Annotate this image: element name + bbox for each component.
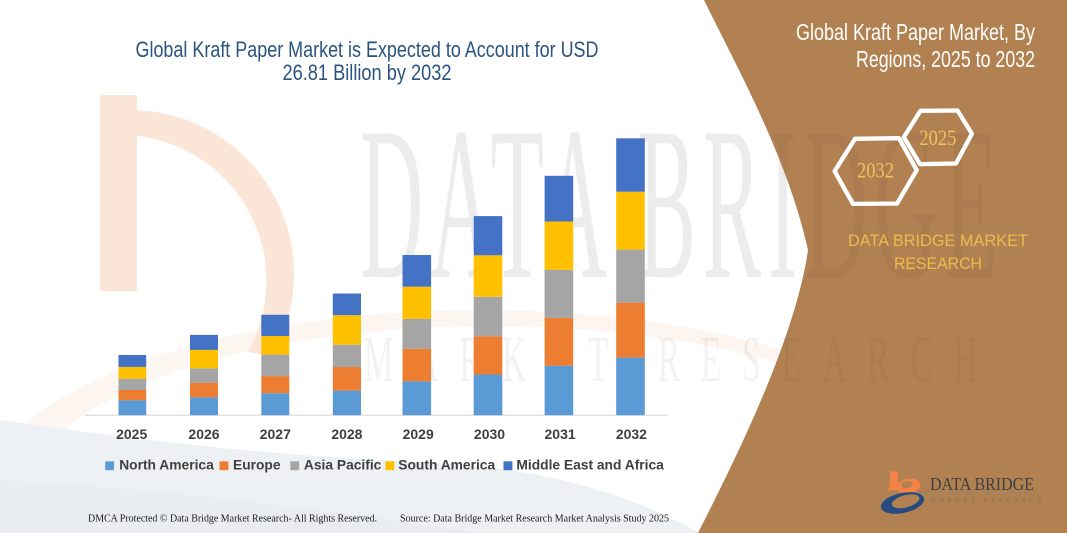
svg-text:Global Kraft Paper Market is E: Global Kraft Paper Market is Expected to…: [136, 37, 599, 62]
svg-text:North America: North America: [119, 457, 214, 472]
svg-text:DATA BRIDGE: DATA BRIDGE: [930, 474, 1034, 494]
svg-text:2032: 2032: [857, 158, 894, 183]
svg-text:Source: Data Bridge Market Res: Source: Data Bridge Market Research Mark…: [400, 514, 669, 525]
svg-text:MARKET RESEARCH: MARKET RESEARCH: [364, 324, 998, 396]
svg-text:2032: 2032: [616, 426, 647, 442]
svg-text:RESEARCH: RESEARCH: [894, 254, 982, 273]
svg-text:2030: 2030: [474, 426, 505, 442]
svg-text:Middle East and Africa: Middle East and Africa: [516, 457, 664, 472]
svg-text:MARKET RESEARCH: MARKET RESEARCH: [930, 498, 1045, 505]
svg-text:2031: 2031: [545, 426, 576, 442]
svg-text:Europe: Europe: [233, 457, 281, 472]
svg-text:Global Kraft Paper Market, By: Global Kraft Paper Market, By: [796, 19, 1035, 45]
svg-text:DMCA Protected © Data Bridge M: DMCA Protected © Data Bridge Market Rese…: [88, 514, 377, 525]
svg-text:2025: 2025: [919, 125, 956, 150]
svg-text:26.81 Billion by 2032: 26.81 Billion by 2032: [283, 60, 452, 85]
svg-text:2025: 2025: [116, 426, 147, 442]
svg-text:2028: 2028: [331, 426, 362, 442]
svg-text:South America: South America: [398, 457, 495, 472]
svg-text:Asia Pacific: Asia Pacific: [304, 457, 382, 472]
svg-text:2027: 2027: [260, 426, 291, 442]
svg-text:2029: 2029: [403, 426, 434, 442]
svg-text:Regions, 2025 to 2032: Regions, 2025 to 2032: [856, 46, 1035, 72]
svg-text:DATA BRIDGE MARKET: DATA BRIDGE MARKET: [848, 231, 1028, 250]
svg-text:DATA BRIDGE: DATA BRIDGE: [360, 83, 1004, 326]
svg-text:2026: 2026: [188, 426, 219, 442]
